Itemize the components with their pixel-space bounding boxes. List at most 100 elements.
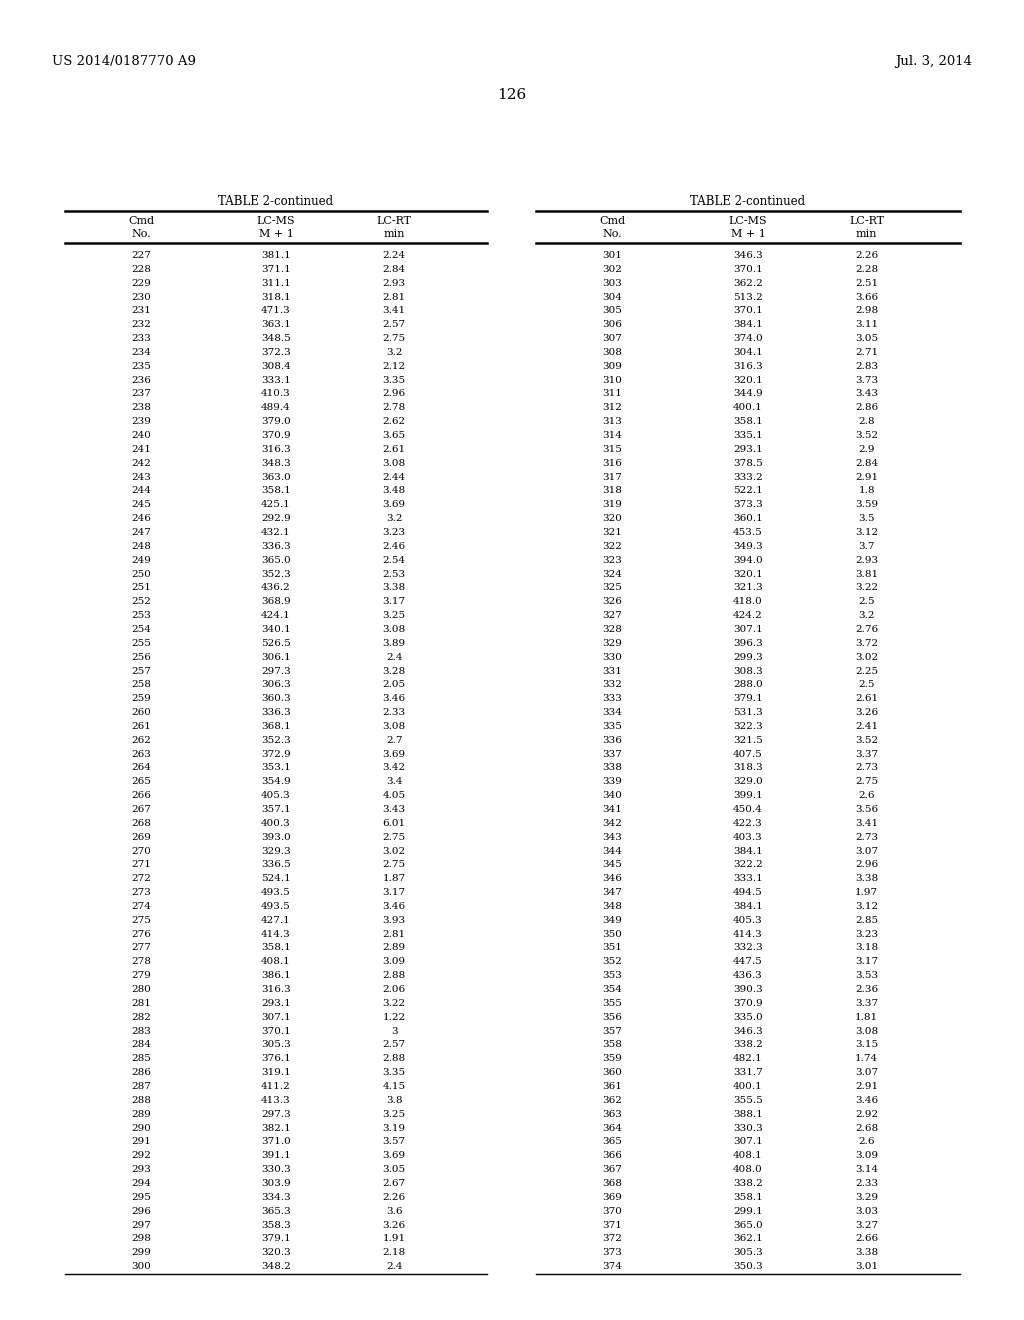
Text: 2.81: 2.81 (383, 293, 406, 301)
Text: 333: 333 (602, 694, 623, 704)
Text: 368.1: 368.1 (261, 722, 291, 731)
Text: 365.3: 365.3 (261, 1206, 291, 1216)
Text: 350: 350 (602, 929, 623, 939)
Text: 3.8: 3.8 (386, 1096, 402, 1105)
Text: 414.3: 414.3 (733, 929, 763, 939)
Text: 3.37: 3.37 (855, 750, 879, 759)
Text: 230: 230 (131, 293, 151, 301)
Text: LC-RT: LC-RT (849, 216, 884, 226)
Text: 355: 355 (602, 999, 623, 1008)
Text: 2.62: 2.62 (383, 417, 406, 426)
Text: 240: 240 (131, 432, 151, 440)
Text: 2.24: 2.24 (383, 251, 406, 260)
Text: 3.17: 3.17 (855, 957, 879, 966)
Text: 336.3: 336.3 (261, 708, 291, 717)
Text: 2.98: 2.98 (855, 306, 879, 315)
Text: 2.4: 2.4 (386, 1262, 402, 1271)
Text: 234: 234 (131, 348, 151, 356)
Text: 3.42: 3.42 (383, 763, 406, 772)
Text: 231: 231 (131, 306, 151, 315)
Text: 236: 236 (131, 376, 151, 384)
Text: 2.8: 2.8 (858, 417, 874, 426)
Text: 324: 324 (602, 569, 623, 578)
Text: Cmd: Cmd (599, 216, 626, 226)
Text: 287: 287 (131, 1082, 151, 1092)
Text: 237: 237 (131, 389, 151, 399)
Text: 315: 315 (602, 445, 623, 454)
Text: 400.1: 400.1 (733, 404, 763, 412)
Text: 2.88: 2.88 (383, 972, 406, 981)
Text: 407.5: 407.5 (733, 750, 763, 759)
Text: 365: 365 (602, 1138, 623, 1146)
Text: 2.18: 2.18 (383, 1249, 406, 1257)
Text: 357: 357 (602, 1027, 623, 1036)
Text: 362.2: 362.2 (733, 279, 763, 288)
Text: min: min (383, 228, 404, 239)
Text: 358.1: 358.1 (733, 1193, 763, 1201)
Text: 371.0: 371.0 (261, 1138, 291, 1146)
Text: 2.57: 2.57 (383, 1040, 406, 1049)
Text: 299: 299 (131, 1249, 151, 1257)
Text: 3.26: 3.26 (855, 708, 879, 717)
Text: 368: 368 (602, 1179, 623, 1188)
Text: 334: 334 (602, 708, 623, 717)
Text: 341: 341 (602, 805, 623, 814)
Text: 494.5: 494.5 (733, 888, 763, 898)
Text: 352: 352 (602, 957, 623, 966)
Text: 3.05: 3.05 (383, 1166, 406, 1173)
Text: 275: 275 (131, 916, 151, 925)
Text: 243: 243 (131, 473, 151, 482)
Text: 384.1: 384.1 (733, 902, 763, 911)
Text: 250: 250 (131, 569, 151, 578)
Text: LC-MS: LC-MS (257, 216, 295, 226)
Text: 318.1: 318.1 (261, 293, 291, 301)
Text: 313: 313 (602, 417, 623, 426)
Text: 305.3: 305.3 (261, 1040, 291, 1049)
Text: 311.1: 311.1 (261, 279, 291, 288)
Text: 3.89: 3.89 (383, 639, 406, 648)
Text: 126: 126 (498, 88, 526, 102)
Text: 308.4: 308.4 (261, 362, 291, 371)
Text: 2.78: 2.78 (383, 404, 406, 412)
Text: 3.15: 3.15 (855, 1040, 879, 1049)
Text: 393.0: 393.0 (261, 833, 291, 842)
Text: 284: 284 (131, 1040, 151, 1049)
Text: 3.22: 3.22 (383, 999, 406, 1008)
Text: 3.41: 3.41 (855, 818, 879, 828)
Text: 352.3: 352.3 (261, 735, 291, 744)
Text: Jul. 3, 2014: Jul. 3, 2014 (895, 55, 972, 69)
Text: 307.1: 307.1 (733, 1138, 763, 1146)
Text: 2.75: 2.75 (383, 334, 406, 343)
Text: 2.4: 2.4 (386, 652, 402, 661)
Text: 405.3: 405.3 (261, 791, 291, 800)
Text: 3.05: 3.05 (855, 334, 879, 343)
Text: 333.1: 333.1 (733, 874, 763, 883)
Text: 346: 346 (602, 874, 623, 883)
Text: 436.2: 436.2 (261, 583, 291, 593)
Text: 228: 228 (131, 265, 151, 273)
Text: 2.73: 2.73 (855, 763, 879, 772)
Text: 372.3: 372.3 (261, 348, 291, 356)
Text: 3.2: 3.2 (386, 515, 402, 523)
Text: 276: 276 (131, 929, 151, 939)
Text: 1.22: 1.22 (383, 1012, 406, 1022)
Text: 291: 291 (131, 1138, 151, 1146)
Text: 274: 274 (131, 902, 151, 911)
Text: 3.6: 3.6 (386, 1206, 402, 1216)
Text: 326: 326 (602, 597, 623, 606)
Text: 268: 268 (131, 818, 151, 828)
Text: 308.3: 308.3 (733, 667, 763, 676)
Text: 298: 298 (131, 1234, 151, 1243)
Text: 396.3: 396.3 (733, 639, 763, 648)
Text: 307.1: 307.1 (261, 1012, 291, 1022)
Text: 320.1: 320.1 (733, 569, 763, 578)
Text: 2.89: 2.89 (383, 944, 406, 953)
Text: 410.3: 410.3 (261, 389, 291, 399)
Text: 2.05: 2.05 (383, 680, 406, 689)
Text: 306.3: 306.3 (261, 680, 291, 689)
Text: 303: 303 (602, 279, 623, 288)
Text: 366: 366 (602, 1151, 623, 1160)
Text: 321.3: 321.3 (733, 583, 763, 593)
Text: 247: 247 (131, 528, 151, 537)
Text: 242: 242 (131, 459, 151, 467)
